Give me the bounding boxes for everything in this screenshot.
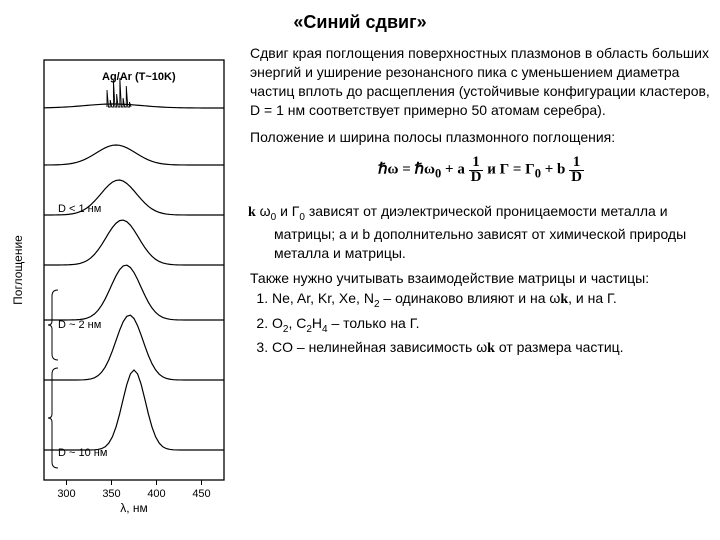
position-line: Положение и ширина полосы плазмонного по… (248, 128, 714, 147)
dependency-note: k ω0 и Г0 зависят от диэлектрической про… (248, 202, 714, 262)
list-item: CO – нелинейная зависимость ωk от размер… (272, 338, 714, 359)
svg-text:D ~ 2 нм: D ~ 2 нм (58, 319, 101, 331)
list-item: O2, C2H4 – только на Г. (272, 314, 714, 336)
svg-text:λ, нм: λ, нм (120, 501, 148, 515)
absorption-graph: 300 350 400 450 λ, нм Поглощение Ag/Ar (T~10K)… (8, 50, 238, 530)
intro-paragraph: Сдвиг края поглощения поверхностных плаз… (248, 44, 714, 120)
svg-text:350: 350 (102, 488, 120, 500)
svg-text:D < 1 нм: D < 1 нм (58, 203, 101, 215)
svg-text:450: 450 (192, 488, 210, 500)
svg-text:D ~ 10 нм: D ~ 10 нм (58, 447, 107, 459)
svg-text:300: 300 (57, 488, 75, 500)
page-title: «Синий сдвиг» (0, 12, 720, 33)
list-item: Ne, Ar, Kr, Xe, N2 – одинаково влияют и … (272, 289, 714, 311)
svg-text:Поглощение: Поглощение (11, 235, 25, 305)
interaction-line: Также нужно учитывать взаимодействие мат… (248, 269, 714, 288)
formula: ℏω = ℏω0 + a 1D и Г = Г0 + b 1D (248, 156, 714, 184)
svg-text:Ag/Ar (T~10K): Ag/Ar (T~10K) (102, 71, 176, 83)
text-body: Сдвиг края поглощения поверхностных плаз… (248, 44, 714, 361)
svg-text:400: 400 (147, 488, 165, 500)
script-k-icon: k (248, 205, 256, 220)
gas-list: Ne, Ar, Kr, Xe, N2 – одинаково влияют и … (248, 289, 714, 358)
